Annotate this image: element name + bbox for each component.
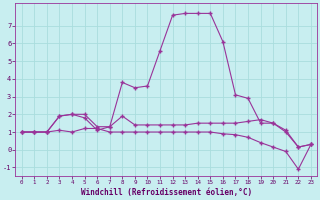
X-axis label: Windchill (Refroidissement éolien,°C): Windchill (Refroidissement éolien,°C) [81, 188, 252, 197]
